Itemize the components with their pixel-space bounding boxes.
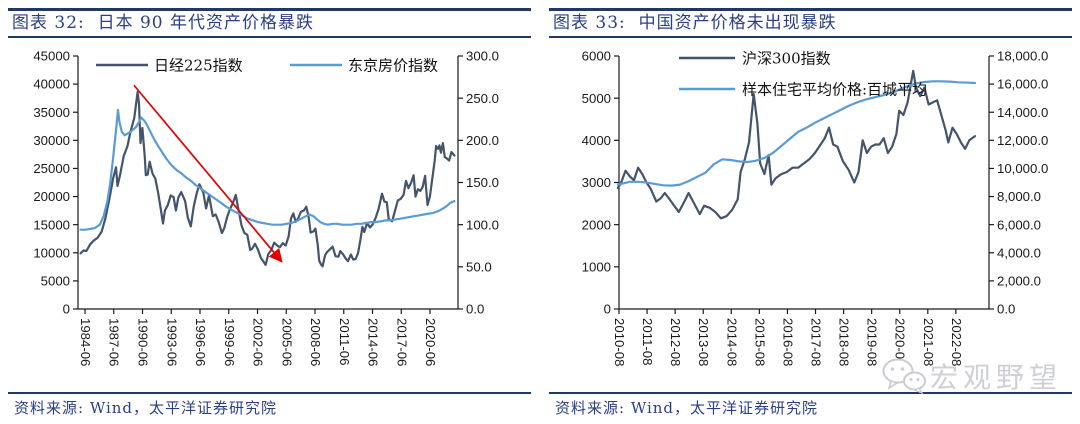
x-axis-tick-label: 2020-06 xyxy=(423,318,438,366)
x-axis-tick-label: 2013-08 xyxy=(696,318,711,366)
china-asset-prices-series-0 xyxy=(616,69,977,220)
right-axis-tick-label: 0.0 xyxy=(997,302,1015,317)
japan-asset-prices-series-1 xyxy=(79,108,456,231)
x-axis-tick-label: 2021-08 xyxy=(921,318,936,366)
x-axis-tick-label: 1990-06 xyxy=(135,318,150,366)
left-axis-tick-label: 5000 xyxy=(582,91,611,106)
left-axis-tick-label: 15000 xyxy=(33,217,70,232)
x-axis-tick-label: 2014-06 xyxy=(366,318,381,366)
x-axis-tick-label: 2022-08 xyxy=(949,318,964,366)
x-axis-tick-label: 2015-08 xyxy=(752,318,767,366)
right-axis-tick-label: 4,000.0 xyxy=(997,245,1041,260)
x-axis-tick-label: 1993-06 xyxy=(164,318,179,366)
japan-asset-prices-chart: 45000 40000 35000 30000 25000 20000 15000 10000… xyxy=(8,38,531,392)
x-axis-tick-label: 2012-08 xyxy=(668,318,683,366)
left-axis-tick-label: 10000 xyxy=(33,245,70,260)
left-axis-tick-label: 0 xyxy=(604,302,611,317)
x-axis-tick-label: 1987-06 xyxy=(107,318,122,366)
left-axis-tick-label: 4000 xyxy=(582,133,611,148)
figure-33-source: 资料来源: Wind，太平洋证券研究院 xyxy=(549,392,1072,418)
right-axis-tick-label: 16,000.0 xyxy=(997,77,1048,92)
legend-label: 日经225指数 xyxy=(154,57,243,75)
x-axis-tick-label: 2005-06 xyxy=(279,318,294,366)
x-axis-tick-label: 2014-08 xyxy=(724,318,739,366)
x-axis-tick-label: 2010-08 xyxy=(612,318,627,366)
right-axis-tick-label: 250.0 xyxy=(466,91,499,106)
x-axis-tick-label: 1999-06 xyxy=(222,318,237,366)
left-axis-tick-label: 40000 xyxy=(33,77,70,92)
x-axis-tick-label: 2008-06 xyxy=(308,318,323,366)
right-axis-tick-label: 2,000.0 xyxy=(997,273,1041,288)
right-axis-tick-label: 0.0 xyxy=(466,302,484,317)
figure-32-title: 图表 32: 日本 90 年代资产价格暴跌 xyxy=(8,8,531,38)
right-axis-tick-label: 12,000.0 xyxy=(997,133,1048,148)
x-axis-tick-label: 2011-08 xyxy=(640,318,655,365)
right-axis-tick-label: 10,000.0 xyxy=(997,161,1048,176)
x-axis-tick-label: 2017-06 xyxy=(394,318,409,366)
right-axis-tick-label: 200.0 xyxy=(466,133,499,148)
figure-33-title: 图表 33: 中国资产价格未出现暴跌 xyxy=(549,8,1072,38)
legend-label: 样本住宅平均价格:百城平均 xyxy=(742,81,927,99)
left-axis-tick-label: 6000 xyxy=(582,49,611,64)
x-axis-tick-label: 2018-08 xyxy=(837,318,852,366)
right-axis-tick-label: 8,000.0 xyxy=(997,189,1041,204)
left-axis-tick-label: 2000 xyxy=(582,217,611,232)
figure-32-panel: 图表 32: 日本 90 年代资产价格暴跌 45000 40000 35000 300… xyxy=(8,8,531,418)
figure-32-source: 资料来源: Wind，太平洋证券研究院 xyxy=(8,392,531,418)
x-axis-tick-label: 2017-08 xyxy=(809,318,824,366)
x-axis-tick-label: 2020-08 xyxy=(893,318,908,366)
left-axis-tick-label: 45000 xyxy=(33,49,70,64)
left-axis-tick-label: 3000 xyxy=(582,175,611,190)
x-axis-tick-label: 2002-06 xyxy=(251,318,266,366)
right-axis-tick-label: 50.0 xyxy=(466,259,492,274)
left-axis-tick-label: 0 xyxy=(63,302,70,317)
x-axis-tick-label: 2011-06 xyxy=(337,318,352,365)
right-axis-tick-label: 300.0 xyxy=(466,49,499,64)
china-asset-prices-svg: 6000 5000 4000 3000 2000 1000 0 18,000.0 16,000.… xyxy=(582,49,1049,367)
china-asset-prices-chart: 6000 5000 4000 3000 2000 1000 0 18,000.0 16,000.… xyxy=(549,38,1072,392)
left-axis-tick-label: 25000 xyxy=(33,161,70,176)
right-axis-tick-label: 150.0 xyxy=(466,175,499,190)
right-axis-tick-label: 6,000.0 xyxy=(997,217,1041,232)
legend-label: 东京房价指数 xyxy=(348,57,438,75)
right-axis-tick-label: 18,000.0 xyxy=(997,49,1048,64)
left-axis-tick-label: 35000 xyxy=(33,105,70,120)
x-axis-tick-label: 2016-08 xyxy=(780,318,795,366)
left-axis-tick-label: 30000 xyxy=(33,133,70,148)
left-axis-tick-label: 5000 xyxy=(41,273,70,288)
x-axis-tick-label: 1984-06 xyxy=(78,318,93,366)
right-axis-tick-label: 100.0 xyxy=(466,217,499,232)
right-axis-tick-label: 14,000.0 xyxy=(997,105,1048,120)
figure-33-panel: 图表 33: 中国资产价格未出现暴跌 6000 5000 4000 3000 2000 1… xyxy=(549,8,1072,418)
left-axis-tick-label: 20000 xyxy=(33,189,70,204)
x-axis-tick-label: 1996-06 xyxy=(193,318,208,366)
japan-asset-prices-svg: 45000 40000 35000 30000 25000 20000 15000 10000… xyxy=(33,49,499,367)
x-axis-tick-label: 2019-08 xyxy=(865,318,880,366)
legend-label: 沪深300指数 xyxy=(742,50,831,68)
crash-annotation-arrow xyxy=(133,84,283,263)
japan-asset-prices-series-0 xyxy=(79,90,456,268)
china-asset-prices-series-1 xyxy=(616,80,977,187)
left-axis-tick-label: 1000 xyxy=(582,259,611,274)
